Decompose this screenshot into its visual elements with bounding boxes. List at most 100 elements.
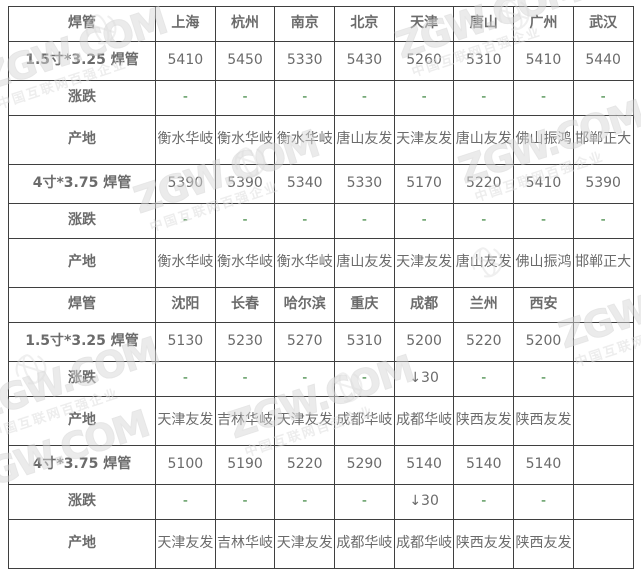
origin-cell: 唐山友发 [453, 238, 515, 288]
origin-cell: 邯郸正大 [572, 238, 634, 288]
change-cell: - [214, 80, 276, 116]
price-cell: 5220 [453, 164, 515, 204]
header-city-empty [572, 287, 634, 323]
change-cell: - [274, 484, 336, 520]
origin-cell: 佛山振鸿 [513, 238, 574, 288]
origin-cell: 佛山振鸿 [513, 115, 574, 165]
change-cell: - [453, 80, 515, 116]
change-cell: - [513, 203, 574, 239]
change-cell: - [453, 361, 515, 397]
table-row: 4寸*3.75 焊管 5100 5190 5220 5290 5140 5140 5140 [8, 445, 634, 485]
change-cell: - [334, 484, 395, 520]
origin-cell: 天津友发 [393, 238, 455, 288]
header-city-成都: 成都 [393, 287, 455, 323]
price-cell: 5390 [214, 164, 276, 204]
origin-cell: 衡水华岐 [274, 238, 336, 288]
row-label: 涨跌 [8, 80, 156, 116]
change-cell: - [214, 203, 276, 239]
change-cell: - [393, 203, 455, 239]
table-body: 焊管 上海 杭州 南京 北京 天津 唐山 广州 武汉 1.5寸*3.25 焊管 5410 5450 53… [8, 6, 634, 569]
price-cell: 5410 [513, 41, 574, 81]
origin-cell: 天津友发 [393, 115, 455, 165]
origin-cell: 衡水华岐 [274, 115, 336, 165]
change-cell: - [274, 361, 336, 397]
change-cell: ↓30 [393, 361, 455, 397]
header-city-长春: 长春 [214, 287, 276, 323]
cell-empty [572, 361, 634, 397]
table-row: 产地 衡水华岐 衡水华岐 衡水华岐 唐山友发 天津友发 唐山友发 佛山振鸿 邯郸正大 [8, 238, 634, 288]
origin-cell: 成都华岐 [334, 396, 395, 446]
table-row: 1.5寸*3.25 焊管 5130 5230 5270 5310 5200 5220 5200 [8, 322, 634, 362]
price-cell: 5330 [334, 164, 395, 204]
origin-cell: 成都华岐 [393, 519, 455, 569]
row-label: 1.5寸*3.25 焊管 [8, 41, 156, 81]
table-header-row: 焊管 上海 杭州 南京 北京 天津 唐山 广州 武汉 [8, 6, 634, 42]
origin-cell: 陕西友发 [513, 519, 574, 569]
origin-cell: 吉林华岐 [214, 396, 276, 446]
origin-cell: 天津友发 [274, 519, 336, 569]
price-cell: 5130 [155, 322, 216, 362]
price-cell: 5220 [274, 445, 336, 485]
row-label: 产地 [8, 115, 156, 165]
change-cell: - [334, 361, 395, 397]
row-label: 4寸*3.75 焊管 [8, 164, 156, 204]
change-cell: - [155, 361, 216, 397]
origin-cell: 天津友发 [155, 519, 216, 569]
header-product-label: 焊管 [8, 287, 156, 323]
header-city-上海: 上海 [155, 6, 216, 42]
origin-cell: 衡水华岐 [214, 238, 276, 288]
price-cell: 5310 [334, 322, 395, 362]
origin-cell: 吉林华岐 [214, 519, 276, 569]
header-city-沈阳: 沈阳 [155, 287, 216, 323]
table-row: 涨跌 - - - - - - - - [8, 80, 634, 116]
change-cell: - [155, 203, 216, 239]
price-cell: 5230 [214, 322, 276, 362]
change-cell: - [572, 80, 634, 116]
change-cell: - [214, 484, 276, 520]
header-city-兰州: 兰州 [453, 287, 515, 323]
header-city-重庆: 重庆 [334, 287, 395, 323]
cell-empty [572, 519, 634, 569]
origin-cell: 衡水华岐 [155, 115, 216, 165]
change-cell: - [274, 203, 336, 239]
change-cell: - [334, 80, 395, 116]
price-cell: 5440 [572, 41, 634, 81]
price-cell: 5310 [453, 41, 515, 81]
price-cell: 5290 [334, 445, 395, 485]
header-product-label: 焊管 [8, 6, 156, 42]
row-label: 产地 [8, 238, 156, 288]
change-cell: - [513, 484, 574, 520]
origin-cell: 陕西友发 [513, 396, 574, 446]
price-cell: 5390 [572, 164, 634, 204]
origin-cell: 衡水华岐 [155, 238, 216, 288]
origin-cell: 唐山友发 [334, 115, 395, 165]
header-city-南京: 南京 [274, 6, 336, 42]
cell-empty [572, 322, 634, 362]
table-header-row: 焊管 沈阳 长春 哈尔滨 重庆 成都 兰州 西安 [8, 287, 634, 323]
cell-empty [572, 484, 634, 520]
header-city-杭州: 杭州 [214, 6, 276, 42]
price-cell: 5140 [453, 445, 515, 485]
cell-empty [572, 396, 634, 446]
change-cell: - [572, 203, 634, 239]
origin-cell: 天津友发 [274, 396, 336, 446]
origin-cell: 衡水华岐 [214, 115, 276, 165]
row-label: 产地 [8, 519, 156, 569]
change-cell: - [453, 484, 515, 520]
price-cell: 5140 [513, 445, 574, 485]
table-row: 涨跌 - - - - - - - - [8, 203, 634, 239]
price-cell: 5220 [453, 322, 515, 362]
change-cell: ↓30 [393, 484, 455, 520]
price-cell: 5270 [274, 322, 336, 362]
origin-cell: 唐山友发 [453, 115, 515, 165]
row-label: 涨跌 [8, 361, 156, 397]
change-cell: - [513, 361, 574, 397]
header-city-唐山: 唐山 [453, 6, 515, 42]
price-cell: 5100 [155, 445, 216, 485]
header-city-西安: 西安 [513, 287, 574, 323]
header-city-武汉: 武汉 [572, 6, 634, 42]
header-city-广州: 广州 [513, 6, 574, 42]
cell-empty [572, 445, 634, 485]
change-cell: - [453, 203, 515, 239]
header-city-天津: 天津 [393, 6, 455, 42]
